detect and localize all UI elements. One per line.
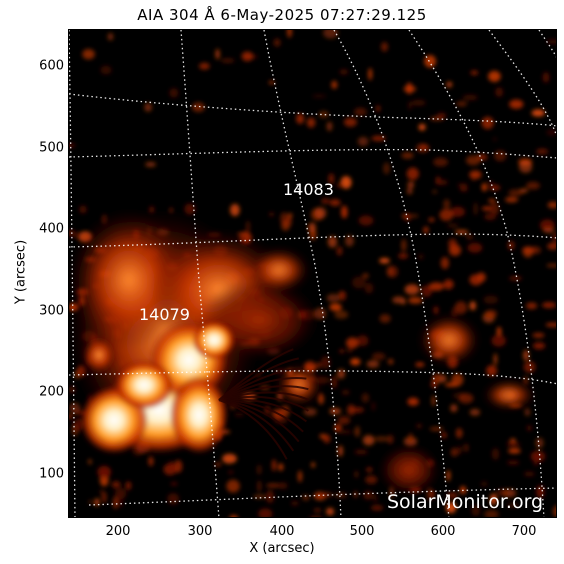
y-axis-label: Y (arcsec) — [13, 239, 29, 305]
y-tick-label: 500 — [39, 140, 64, 156]
x-tick-label: 600 — [430, 524, 456, 539]
region-label-14079: 14079 — [139, 305, 190, 324]
heliographic-grid — [69, 30, 556, 517]
watermark: SolarMonitor.org — [387, 491, 543, 513]
active-region-core — [79, 320, 236, 455]
y-tick-label: 300 — [39, 303, 64, 319]
solar-image: 14083 14079 SolarMonitor.org — [69, 30, 556, 517]
x-axis-label: X (arcsec) — [249, 541, 315, 556]
x-tick-label: 200 — [105, 524, 131, 539]
x-tick-label: 700 — [511, 524, 537, 539]
solar-image-panel: 14083 14079 SolarMonitor.org — [68, 29, 557, 518]
x-tick-label: 400 — [269, 524, 295, 539]
x-tick-label: 500 — [349, 524, 375, 539]
y-tick-label: 400 — [39, 221, 64, 237]
coronal-loops — [218, 348, 310, 460]
x-tick-label: 300 — [187, 524, 213, 539]
y-tick-label: 200 — [39, 384, 64, 400]
region-label-14083: 14083 — [283, 180, 334, 199]
y-tick-label: 600 — [39, 58, 64, 74]
image-title: AIA 304 Å 6-May-2025 07:27:29.125 — [137, 6, 427, 24]
y-tick-label: 100 — [39, 466, 64, 482]
